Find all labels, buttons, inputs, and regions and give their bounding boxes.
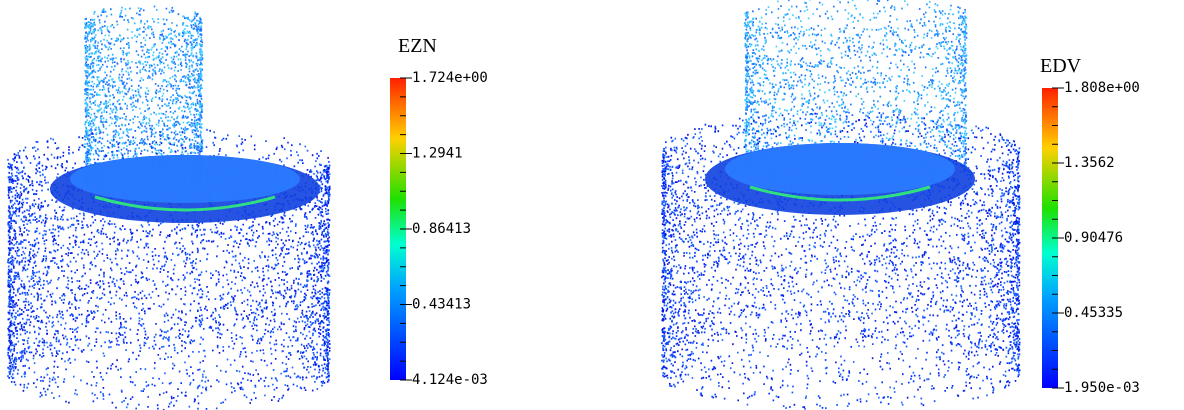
points [84, 7, 204, 192]
colorbar-title: EZN [398, 35, 437, 57]
colorbar-tick-label: 1.950e-03 [1064, 380, 1140, 396]
point-cloud [7, 5, 331, 410]
colorbar-tick-label: 1.724e+00 [412, 70, 488, 86]
points [84, 6, 204, 197]
points [84, 7, 204, 195]
panel-right: EDV 1.808e+00 1.3562 0.90476 0.45335 1.950e-… [661, 0, 1140, 410]
colorbar-title: EDV [1040, 55, 1082, 77]
panel-left: EZN 1.724e+00 1.2941 0.86413 0.43413 4.124e-… [7, 5, 488, 410]
points [661, 112, 1021, 409]
points [661, 111, 1021, 410]
disk [725, 143, 955, 195]
disk-edge [94, 195, 276, 212]
points [7, 131, 331, 409]
colorbar-tick-label: 1.3562 [1064, 155, 1115, 171]
colorbar-tick-label: 0.86413 [412, 221, 471, 237]
colorbar-tick-label: 0.90476 [1064, 230, 1123, 246]
colorbar-tick-label: 1.808e+00 [1064, 80, 1140, 96]
disk [70, 155, 300, 203]
disk-edge [749, 185, 931, 202]
colorbar-tick-label: 4.124e-03 [412, 372, 488, 388]
colorbar-tick-label: 0.43413 [412, 297, 471, 313]
colorbar-tick-label: 1.2941 [412, 146, 463, 162]
colorbar-tick-label: 0.45335 [1064, 305, 1123, 321]
